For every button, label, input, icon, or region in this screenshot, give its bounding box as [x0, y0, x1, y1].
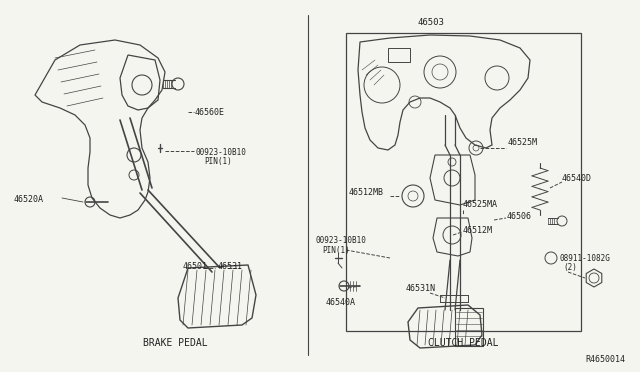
Text: BRAKE PEDAL: BRAKE PEDAL [143, 338, 207, 348]
Text: PIN(1): PIN(1) [322, 246, 349, 255]
Text: 46501: 46501 [183, 262, 208, 271]
Text: 46506: 46506 [507, 212, 532, 221]
Text: 46503: 46503 [418, 18, 445, 27]
Text: PIN(1): PIN(1) [204, 157, 232, 166]
Text: 46560E: 46560E [195, 108, 225, 117]
Text: 08911-1082G: 08911-1082G [559, 254, 610, 263]
Text: R4650014: R4650014 [585, 355, 625, 364]
Text: 00923-10B10: 00923-10B10 [196, 148, 247, 157]
Text: 46525M: 46525M [508, 138, 538, 147]
Text: 46531N: 46531N [406, 284, 436, 293]
Text: 46525MA: 46525MA [463, 200, 498, 209]
Text: 46531: 46531 [218, 262, 243, 271]
Text: 00923-10B10: 00923-10B10 [316, 236, 367, 245]
Bar [388, 48, 410, 62]
Text: 46540A: 46540A [326, 298, 356, 307]
Text: 46512M: 46512M [463, 226, 493, 235]
Text: 46520A: 46520A [14, 195, 44, 204]
Bar [346, 33, 581, 331]
Text: (2): (2) [563, 263, 577, 272]
Text: 46540D: 46540D [562, 174, 592, 183]
Text: 46512MB: 46512MB [349, 188, 384, 197]
Bar [455, 308, 483, 346]
Text: CLUTCH PEDAL: CLUTCH PEDAL [428, 338, 499, 348]
